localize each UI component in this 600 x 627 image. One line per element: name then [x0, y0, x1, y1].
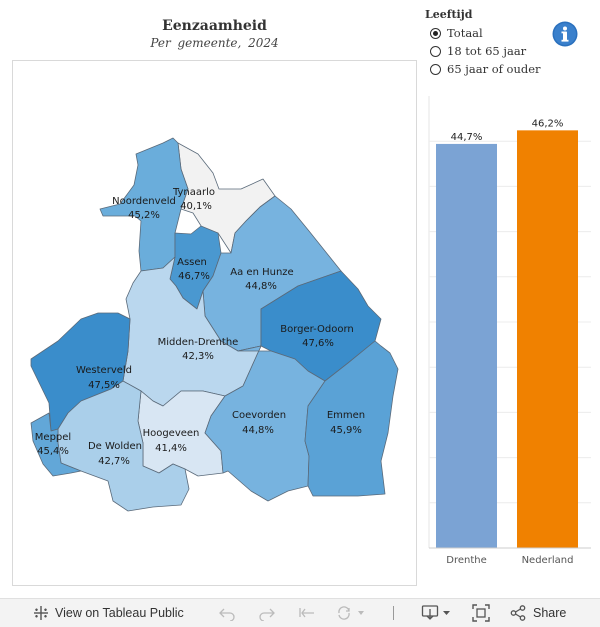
map-label-name: Midden-Drenthe — [158, 337, 239, 348]
map-label-value: 44,8% — [242, 425, 274, 436]
map-label-value: 40,1% — [180, 201, 212, 212]
map-label-name: Hoogeveen — [143, 428, 200, 439]
share-icon — [510, 605, 526, 621]
filter-title: Leeftijd — [425, 8, 473, 21]
bar-drenthe[interactable] — [436, 143, 497, 549]
refresh-button[interactable] — [336, 599, 366, 627]
map-panel: Tynaarlo 40,1% Noordenveld 45,2% Assen 4… — [12, 60, 417, 586]
page-title: Eenzaamheid — [162, 18, 267, 34]
revert-button[interactable] — [298, 599, 316, 627]
tableau-toolbar: View on Tableau Public Share — [0, 598, 600, 627]
map-label-name: Westerveld — [76, 365, 132, 376]
map-label-name: Noordenveld — [112, 196, 176, 207]
map-label-name: Meppel — [35, 432, 71, 443]
map-label-name: Aa en Hunze — [230, 267, 293, 278]
radio-unselected-icon[interactable] — [430, 63, 441, 75]
filter-option-18-65[interactable]: 18 tot 65 jaar — [425, 42, 565, 60]
filter-option-label: 18 tot 65 jaar — [447, 44, 527, 58]
bar-value-label: 46,2% — [532, 118, 564, 129]
undo-icon — [219, 608, 235, 621]
map-label-name: De Wolden — [88, 441, 142, 452]
bar-value-label: 44,7% — [451, 132, 483, 143]
map-label-value: 41,4% — [155, 443, 187, 454]
map-label-value: 45,9% — [330, 425, 362, 436]
fullscreen-icon — [472, 604, 490, 622]
bar-nederland[interactable] — [517, 130, 578, 549]
map-label-value: 47,5% — [88, 380, 120, 391]
download-button[interactable] — [421, 599, 453, 627]
map-label-value: 42,3% — [182, 351, 214, 362]
bar-chart-svg: 44,7% Drenthe 46,2% Nederland — [428, 96, 591, 566]
tableau-logo-icon — [34, 606, 48, 620]
redo-icon — [259, 608, 275, 621]
filter-option-65-plus[interactable]: 65 jaar of ouder — [425, 60, 565, 78]
filter-option-label: Totaal — [447, 26, 483, 40]
revert-icon — [299, 608, 314, 618]
toolbar-divider — [393, 599, 394, 627]
radio-unselected-icon[interactable] — [430, 45, 441, 57]
info-icon[interactable] — [552, 21, 578, 47]
refresh-icon — [338, 606, 364, 620]
radio-selected-icon[interactable] — [430, 27, 441, 39]
comparison-bar-chart: 44,7% Drenthe 46,2% Nederland — [425, 96, 591, 571]
map-label-value: 46,7% — [178, 271, 210, 282]
map-label-name: Emmen — [327, 410, 365, 421]
fullscreen-button[interactable] — [472, 599, 490, 627]
map-label-value: 47,6% — [302, 338, 334, 349]
redo-button[interactable] — [258, 599, 276, 627]
map-label-name: Assen — [177, 257, 207, 268]
map-label-name: Coevorden — [232, 410, 286, 421]
map-label-value: 44,8% — [245, 281, 277, 292]
municipality-emmen[interactable] — [304, 340, 399, 497]
bar-category-label: Drenthe — [446, 555, 487, 566]
age-filter: Leeftijd Totaal 18 tot 65 jaar 65 jaar o… — [425, 8, 565, 78]
filter-option-totaal[interactable]: Totaal — [425, 24, 565, 42]
view-on-tableau-label: View on Tableau Public — [55, 606, 184, 620]
municipality-meppel[interactable] — [30, 412, 82, 477]
download-icon — [421, 605, 450, 620]
share-label: Share — [533, 606, 567, 620]
filter-option-label: 65 jaar of ouder — [447, 62, 541, 76]
view-on-tableau-public-link[interactable]: View on Tableau Public — [33, 599, 184, 627]
undo-button[interactable] — [218, 599, 236, 627]
municipality-map: Tynaarlo 40,1% Noordenveld 45,2% Assen 4… — [30, 137, 399, 512]
map-label-value: 42,7% — [98, 456, 130, 467]
page-subtitle: Per gemeente, 2024 — [150, 36, 279, 50]
map-label-value: 45,4% — [37, 446, 69, 457]
map-label-value: 45,2% — [128, 210, 160, 221]
bar-category-label: Nederland — [522, 555, 574, 566]
map-label-name: Borger-Odoorn — [280, 324, 354, 335]
map-label-name: Tynaarlo — [172, 187, 215, 198]
municipality-coevorden[interactable] — [204, 345, 326, 502]
share-button[interactable]: Share — [510, 599, 566, 627]
municipality-de-wolden[interactable] — [57, 380, 190, 512]
